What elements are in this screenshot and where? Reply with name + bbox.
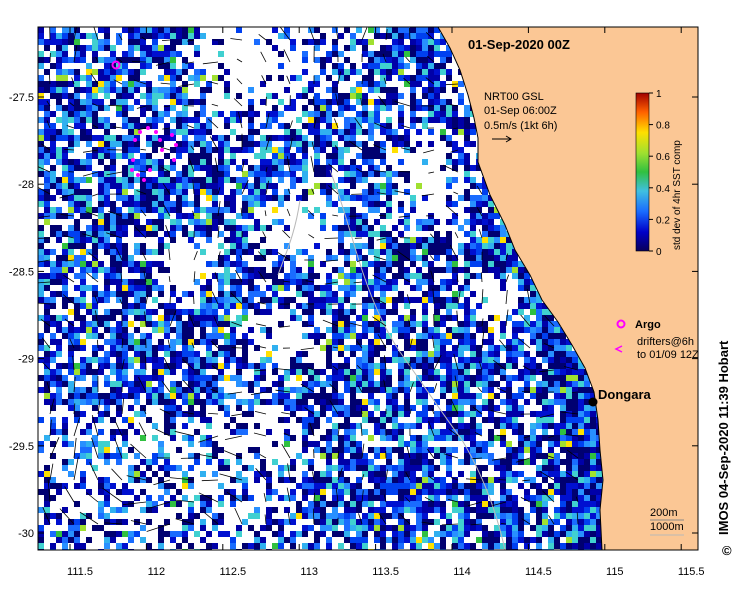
plot-frame xyxy=(37,26,699,551)
y-tick-label: -28 xyxy=(18,179,34,191)
colorbar-tick-label: 0.8 xyxy=(656,121,670,132)
y-tick-label: -30 xyxy=(18,528,34,540)
x-tick-label: 114.5 xyxy=(525,566,552,578)
x-axis: 111.5 112 112.5 113 113.5 114 114.5 115 115.5 xyxy=(67,27,705,578)
x-tick-label: 111.5 xyxy=(67,566,93,578)
credit-text: IMOS 04-Sep-2020 11:39 Hobart xyxy=(716,340,731,535)
drifter-legend-label-1: drifters@6h xyxy=(637,336,694,348)
contour-2000m xyxy=(277,199,301,276)
colorbar-tick-label: 0.4 xyxy=(656,184,670,195)
contour-label-200m: 200m xyxy=(650,507,678,519)
colorbar-gradient xyxy=(635,92,650,252)
colorbar-title: std dev of 4hr SST comp xyxy=(672,140,683,250)
map-title: 01-Sep-2020 00Z xyxy=(468,37,570,52)
contour-label-1000m: 1000m xyxy=(650,521,684,533)
x-tick-label: 113.5 xyxy=(372,566,399,578)
legend: Argo drifters@6h to 01/09 12Z xyxy=(614,319,699,361)
argo-legend-label: Argo xyxy=(635,319,661,331)
place-label: Dongara xyxy=(598,387,652,402)
x-tick-label: 115 xyxy=(606,566,624,578)
colorbar-tick-label: 0 xyxy=(656,247,662,258)
x-tick-label: 113 xyxy=(300,566,318,578)
contour-1000m xyxy=(329,169,506,550)
current-vectors xyxy=(38,27,579,532)
colorbar: 0 0.2 0.4 0.6 0.8 1 std dev of 4hr SST comp xyxy=(635,89,683,258)
plot-area xyxy=(38,27,698,550)
current-info: NRT00 GSL 01-Sep 06:00Z 0.5m/s (1kt 6h) xyxy=(484,91,557,143)
x-tick-label: 115.5 xyxy=(678,566,705,578)
bathymetry-contours xyxy=(277,169,506,550)
colorbar-tick-label: 0.6 xyxy=(656,152,670,163)
colorbar-ticks: 0 0.2 0.4 0.6 0.8 1 xyxy=(649,89,670,258)
x-tick-label: 112 xyxy=(148,566,166,578)
y-tick-label: -27.5 xyxy=(9,92,34,104)
dongara-marker xyxy=(588,397,598,407)
drifter-legend-icon xyxy=(614,345,623,353)
argo-legend-icon xyxy=(616,319,626,329)
y-tick-label: -29 xyxy=(18,354,34,366)
land-mass xyxy=(438,27,698,550)
y-axis: -27.5 -28 -28.5 -29 -29.5 -30 xyxy=(9,92,698,540)
coastline xyxy=(437,27,604,550)
scale-arrowhead-icon xyxy=(505,135,512,143)
contour-legend: 200m 1000m xyxy=(650,507,684,536)
drifter-track xyxy=(130,126,178,182)
y-tick-label: -28.5 xyxy=(9,266,34,278)
sst-variability-field xyxy=(38,27,608,550)
current-info-line-1: NRT00 GSL xyxy=(484,91,544,103)
argo-float-marker xyxy=(111,60,121,70)
x-tick-label: 112.5 xyxy=(219,566,246,578)
drifter-legend-label-2: to 01/09 12Z xyxy=(637,349,699,361)
colorbar-tick-label: 0.2 xyxy=(656,215,670,226)
x-tick-label: 114 xyxy=(453,566,471,578)
y-tick-label: -29.5 xyxy=(9,441,34,453)
colorbar-tick-label: 1 xyxy=(656,89,662,100)
copyright-symbol: © xyxy=(722,543,732,558)
current-info-line-2: 01-Sep 06:00Z xyxy=(484,105,557,117)
current-info-line-3: 0.5m/s (1kt 6h) xyxy=(484,120,557,132)
